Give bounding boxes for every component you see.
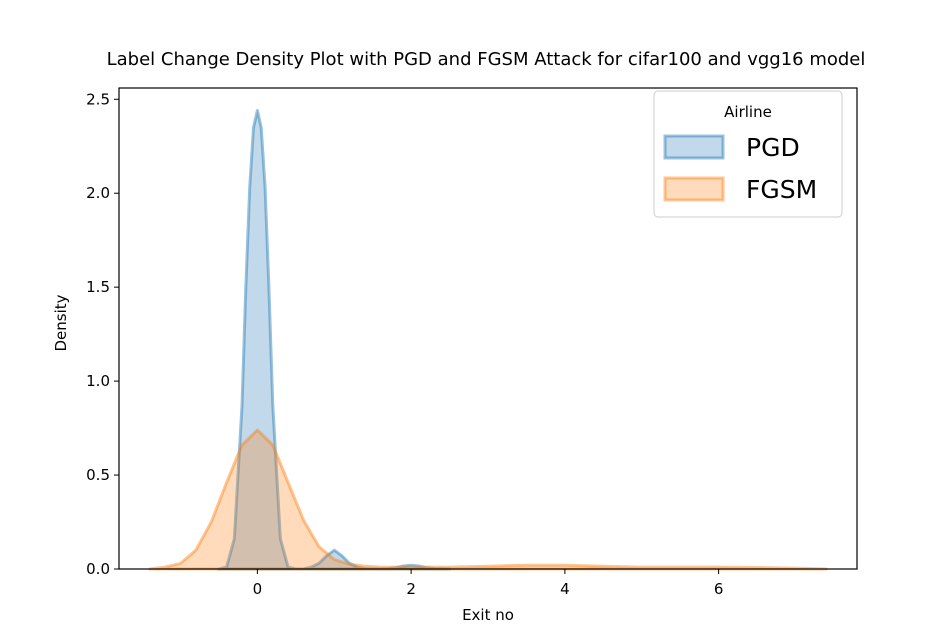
- chart-title: Label Change Density Plot with PGD and F…: [107, 49, 866, 70]
- density-area-fgsm: [148, 428, 828, 571]
- y-tick-label: 1.5: [86, 278, 110, 296]
- x-tick-label: 0: [253, 580, 263, 598]
- y-tick-label: 1.0: [86, 372, 110, 390]
- y-tick-label: 2.5: [86, 90, 110, 108]
- x-axis-ticks: 0 2 4 6: [253, 569, 724, 598]
- legend-swatch-fgsm: [663, 176, 725, 202]
- y-axis-ticks: 0.0 0.5 1.0 1.5 2.0 2.5: [86, 90, 119, 578]
- density-area-pgd: [217, 109, 452, 571]
- y-tick-label: 0.0: [86, 560, 110, 578]
- legend-box: [653, 90, 843, 218]
- legend-items: PGD FGSM: [663, 133, 817, 204]
- legend: Airline PGD FGSM: [653, 90, 843, 218]
- density-areas: [148, 109, 828, 571]
- plot-frame: [118, 87, 858, 570]
- legend-label-fgsm: FGSM: [746, 175, 817, 204]
- x-axis-label: Exit no: [462, 606, 514, 624]
- y-tick-label: 2.0: [86, 184, 110, 202]
- legend-swatch-pgd: [663, 134, 725, 160]
- x-tick-label: 6: [714, 580, 724, 598]
- y-tick-label: 0.5: [86, 466, 110, 484]
- y-axis-label: Density: [52, 294, 70, 351]
- legend-title: Airline: [724, 103, 772, 121]
- x-tick-label: 2: [406, 580, 416, 598]
- legend-label-pgd: PGD: [746, 133, 800, 162]
- x-tick-label: 4: [560, 580, 570, 598]
